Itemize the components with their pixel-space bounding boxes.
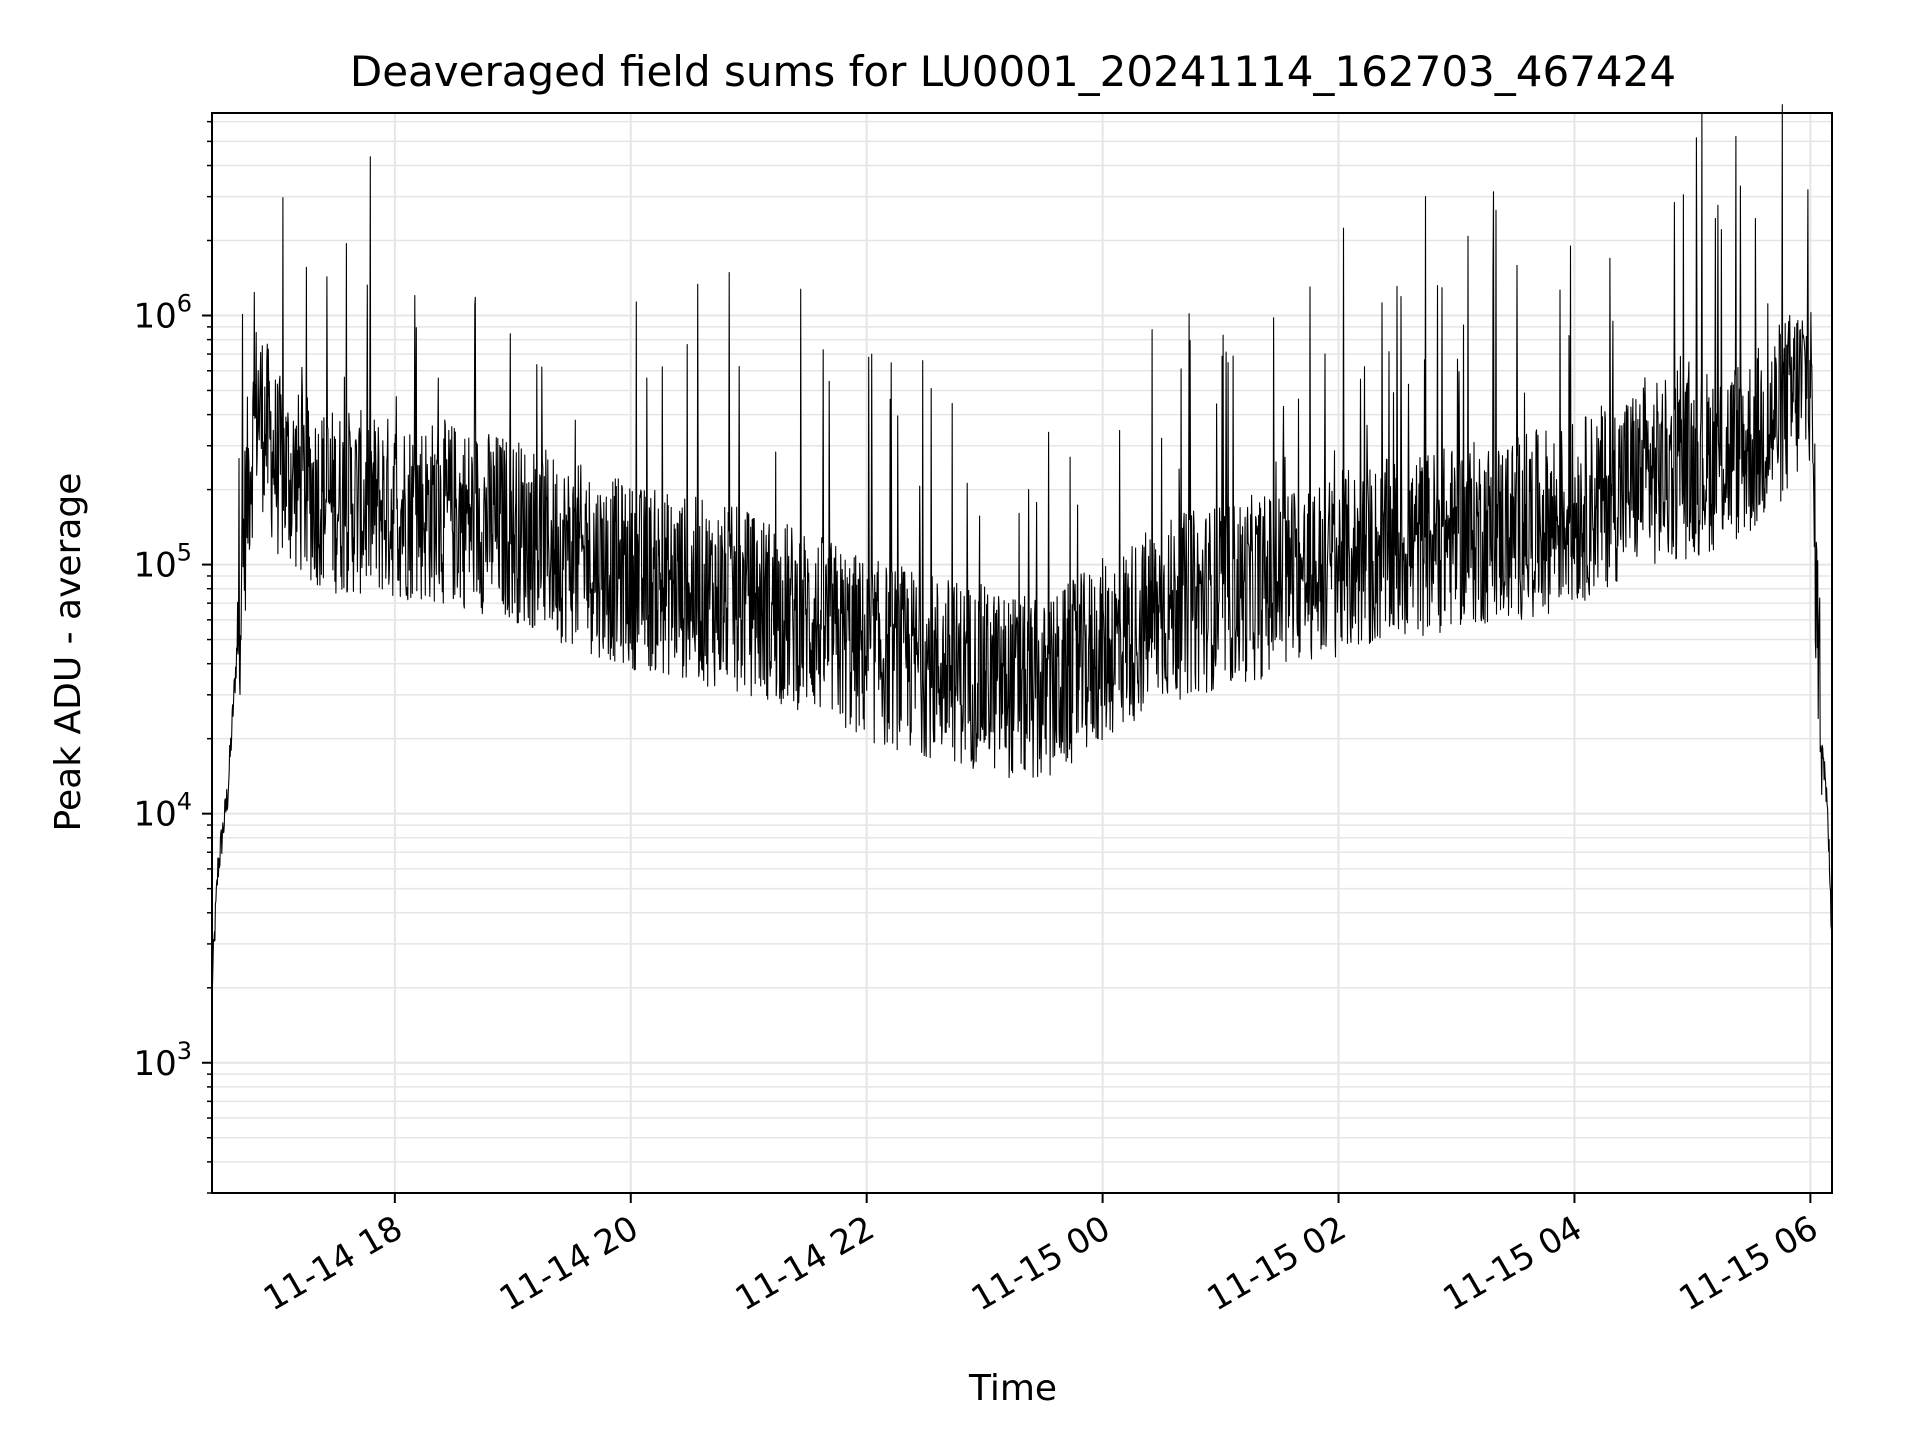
y-tick-base: 10 (133, 1044, 176, 1084)
y-tick-base: 10 (133, 795, 176, 835)
x-axis-label: Time (968, 1368, 1057, 1409)
series-layer (211, 104, 1833, 986)
y-tick-base: 10 (133, 546, 176, 586)
grid-lines (212, 113, 1832, 1194)
y-tick-exponent: 3 (177, 1037, 192, 1065)
y-axis-label: Peak ADU - average (48, 473, 89, 832)
y-tick-exponent: 5 (177, 539, 192, 567)
plot-area-frame (211, 112, 1833, 1194)
y-tick-label: 106 (133, 289, 192, 336)
y-tick-base: 10 (133, 296, 176, 336)
y-tick-exponent: 4 (177, 788, 192, 816)
y-tick-label: 103 (133, 1037, 192, 1084)
y-tick-label: 104 (133, 788, 192, 835)
y-tick-label: 105 (133, 539, 192, 586)
series-line (211, 104, 1833, 986)
chart-title: Deaveraged field sums for LU0001_2024111… (350, 47, 1676, 96)
y-tick-exponent: 6 (177, 289, 192, 317)
